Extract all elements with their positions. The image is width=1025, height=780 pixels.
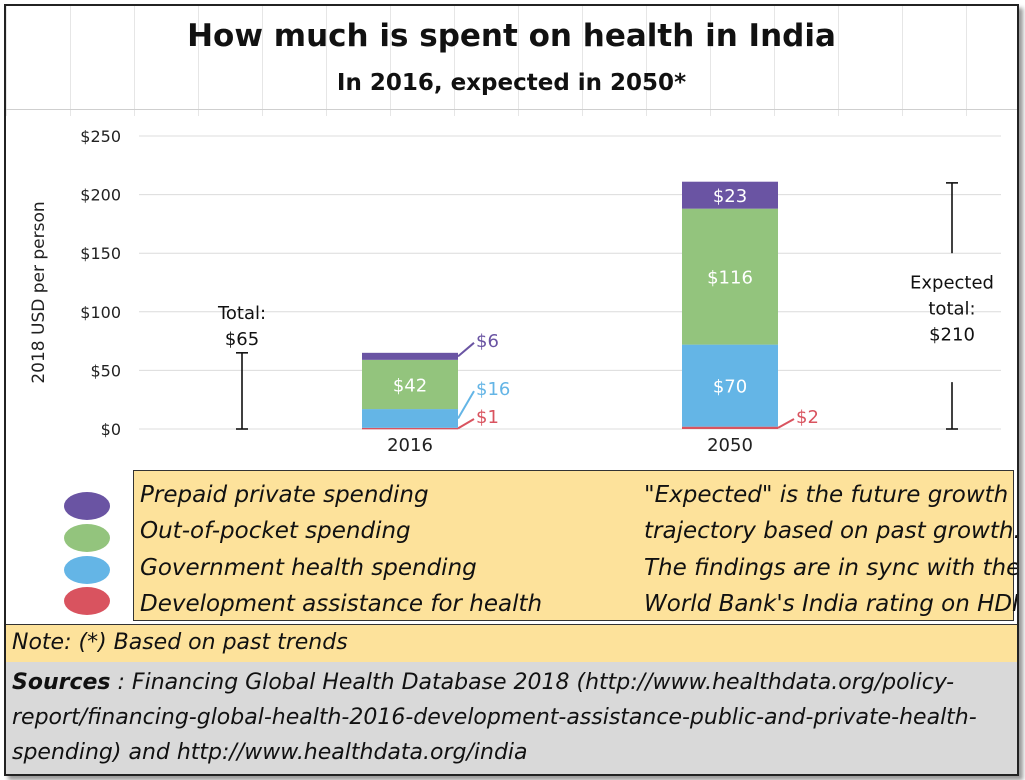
total-2050-label: total: (928, 298, 975, 319)
infographic-frame: How much is spent on health in India In … (4, 4, 1019, 776)
sources-label: Sources (12, 670, 111, 695)
leader-line (457, 342, 475, 358)
y-axis-label: 2018 USD per person (29, 201, 49, 383)
total-2016-value: $65 (225, 329, 259, 350)
y-axis-tick-labels: $0 $50 $100 $150 $200 $250 (80, 127, 121, 439)
page-subtitle: In 2016, expected in 2050* (336, 70, 687, 96)
legend-item-development: Development assistance for health (140, 591, 543, 617)
total-2050-value: $210 (929, 324, 975, 345)
legend-block: Prepaid private spending Out-of-pocket s… (6, 470, 1017, 624)
leader-line (777, 418, 795, 429)
sources-line-3: spending) and http://www.healthdata.org/… (12, 740, 528, 765)
bar-segment (682, 344, 778, 427)
expected-note-line: The findings are in sync with the (644, 555, 1019, 581)
total-2050-label: Expected (910, 272, 994, 293)
y-tick-label: $100 (80, 303, 121, 322)
legend-item-government: Government health spending (140, 555, 477, 581)
x-tick-label: 2016 (387, 435, 433, 456)
bar-segment (362, 359, 458, 410)
legend-swatch-out-of-pocket (64, 524, 110, 552)
y-tick-label: $50 (90, 361, 121, 380)
legend-box: Prepaid private spending Out-of-pocket s… (133, 470, 640, 621)
legend-swatch-prepaid (64, 492, 110, 520)
leader-line (457, 390, 475, 419)
x-tick-label: 2050 (707, 435, 753, 456)
bar-value-label: $116 (707, 268, 753, 289)
chart-gridlines (139, 135, 1001, 430)
bar-segment (682, 208, 778, 345)
legend-item-prepaid: Prepaid private spending (140, 482, 429, 508)
expected-note-box: "Expected" is the future growth trajecto… (638, 470, 1017, 621)
expected-note-line: trajectory based on past growth. (644, 518, 1019, 544)
sources-panel: Sources : Financing Global Health Databa… (6, 662, 1017, 774)
expected-note-line: "Expected" is the future growth (644, 482, 1009, 508)
sources-line-1: Sources : Financing Global Health Databa… (12, 670, 954, 695)
bar-value-label: $1 (476, 407, 499, 428)
note-bar: Note: (*) Based on past trends (6, 624, 1017, 663)
note-text: Note: (*) Based on past trends (12, 630, 348, 655)
bar-segment (362, 427, 458, 430)
sources-text: : Financing Global Health Database 2018 … (110, 670, 955, 695)
plot-separator (6, 109, 1017, 110)
y-tick-label: $150 (80, 244, 121, 263)
bar-value-label: $70 (713, 377, 747, 398)
bar-value-label: $42 (393, 375, 427, 396)
sheet-grid (6, 6, 1017, 116)
bar-segment (362, 409, 458, 428)
y-tick-label: $0 (101, 420, 121, 439)
stacked-bar-chart: $0 $50 $100 $150 $200 $250 2018 USD per perso… (29, 127, 1001, 456)
legend-swatch-government (64, 556, 110, 584)
bar-segment (682, 181, 778, 209)
legend-item-out-of-pocket: Out-of-pocket spending (140, 518, 411, 544)
y-tick-label: $250 (80, 127, 121, 146)
expected-note-line: World Bank's India rating on HDI (644, 591, 1019, 617)
bar-value-label: $16 (476, 379, 510, 400)
bar-segment (682, 426, 778, 429)
bar-value-label: $6 (476, 331, 499, 352)
bars: $1 $16 $42 $6 2016 $2 $70 $116 $23 2050 (362, 181, 819, 456)
y-tick-label: $200 (80, 186, 121, 205)
bar-segment (362, 352, 458, 360)
legend-swatch-development (64, 587, 110, 615)
leader-line (457, 418, 475, 430)
bar-value-label: $2 (796, 407, 819, 428)
sources-line-2: report/financing-global-health-2016-deve… (12, 705, 977, 730)
total-annotations: Total: $65 Expected total: $210 (217, 182, 994, 430)
total-2016-label: Total: (217, 303, 266, 324)
page-title: How much is spent on health in India (187, 18, 836, 54)
bar-value-label: $23 (713, 186, 747, 207)
